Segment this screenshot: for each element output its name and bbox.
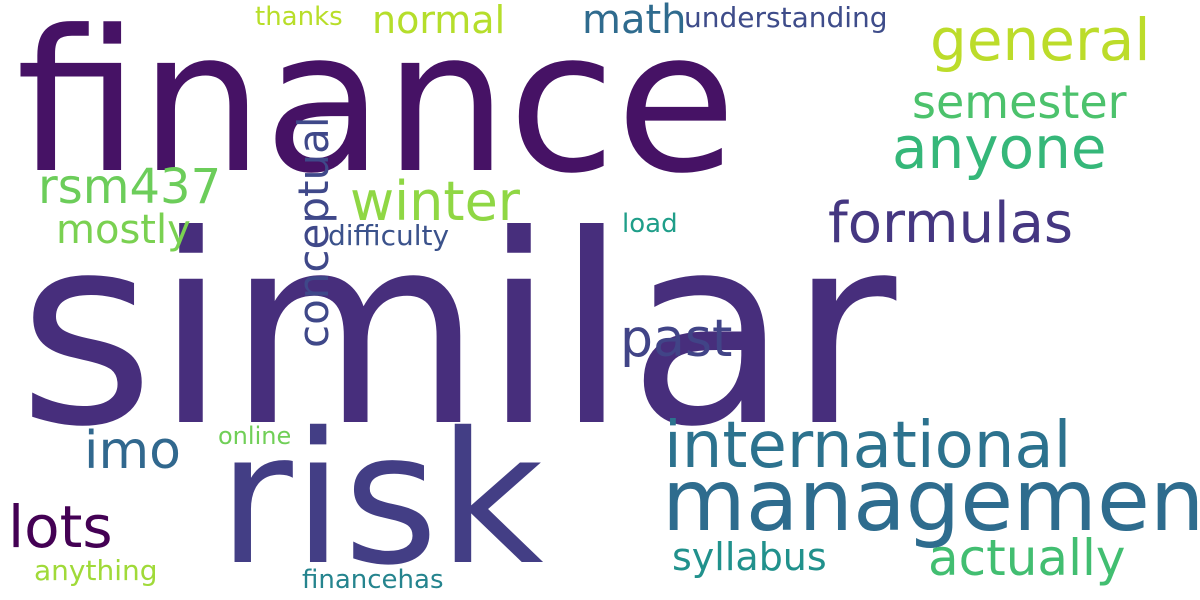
word-lots: lots — [8, 493, 113, 561]
word-thanks: thanks — [255, 2, 343, 32]
word-winter: winter — [350, 170, 521, 233]
word-anything: anything — [34, 554, 158, 587]
word-imo: imo — [84, 421, 181, 481]
word-load: load — [622, 209, 678, 239]
word-semester: semester — [912, 75, 1127, 129]
word-syllabus: syllabus — [672, 535, 827, 579]
word-past: past — [620, 309, 732, 369]
word-formulas: formulas — [828, 191, 1073, 256]
word-actually: actually — [928, 529, 1125, 587]
word-finance: finance — [16, 0, 736, 217]
word-understanding: understanding — [684, 1, 888, 34]
word-similar: similar — [18, 179, 899, 484]
word-management: management — [662, 451, 1200, 551]
word-conceptual: conceptual — [289, 117, 338, 349]
word-international: international — [664, 409, 1071, 483]
word-financehas: financehas — [302, 565, 444, 595]
word-anyone: anyone — [892, 114, 1107, 182]
word-normal: normal — [372, 0, 505, 42]
word-general: general — [930, 6, 1150, 74]
word-difficulty: difficulty — [328, 219, 449, 252]
word-online: online — [218, 422, 291, 450]
word-rsm437: rsm437 — [38, 159, 221, 215]
word-risk: risk — [218, 393, 544, 600]
word-mostly: mostly — [56, 207, 191, 253]
word-math: math — [582, 0, 687, 43]
